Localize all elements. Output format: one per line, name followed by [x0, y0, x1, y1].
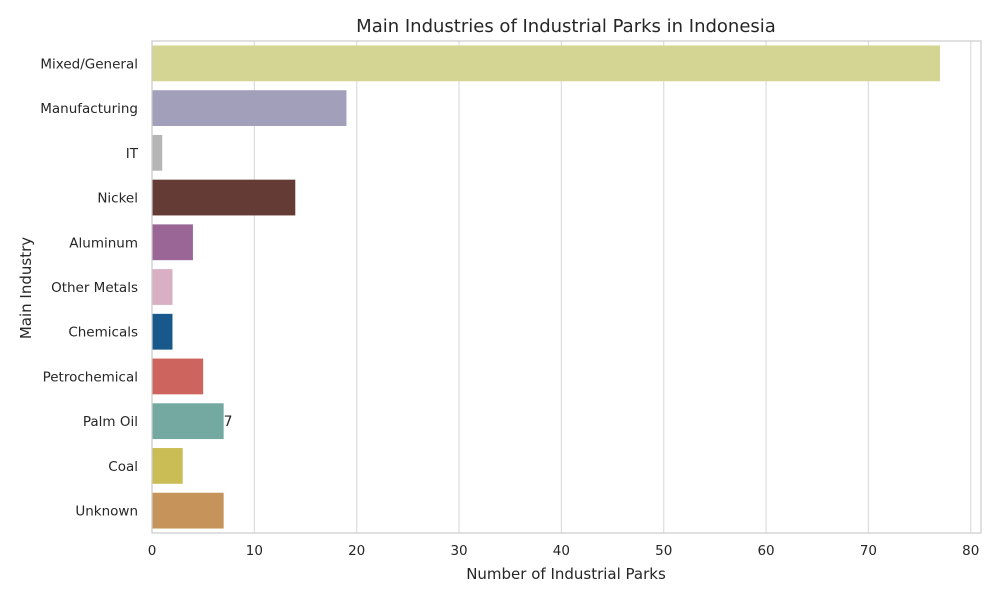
y-tick-label: Coal	[108, 459, 138, 475]
x-tick-label: 40	[553, 543, 570, 559]
x-tick-label: 30	[450, 543, 467, 559]
y-tick-label: Chemicals	[68, 325, 138, 341]
x-axis-label: Number of Industrial Parks	[466, 565, 666, 583]
y-tick-label: Manufacturing	[40, 101, 138, 117]
bar-petrochemical	[152, 358, 204, 395]
x-tick-labels: 0 10 20 30 40 50 60 70 80	[148, 543, 980, 559]
y-tick-labels: Mixed/General Manufacturing IT Nickel Alumin…	[40, 56, 139, 519]
data-labels: 7	[224, 414, 233, 430]
bar-palm-oil	[152, 403, 224, 440]
bar-mixed-general	[152, 45, 941, 82]
y-tick-label: Unknown	[75, 504, 138, 520]
y-tick-label: Palm Oil	[83, 414, 138, 430]
chart-title: Main Industries of Industrial Parks in I…	[356, 16, 776, 37]
x-tick-label: 80	[962, 543, 979, 559]
y-tick-label: Aluminum	[69, 235, 138, 251]
bar-chemicals	[152, 313, 173, 350]
x-tick-label: 60	[757, 543, 774, 559]
bar-it	[152, 134, 163, 171]
bar-manufacturing	[152, 90, 347, 126]
bars	[152, 45, 941, 529]
bar-aluminum	[152, 224, 193, 261]
y-axis-label: Main Industry	[17, 237, 35, 339]
bar-other-metals	[152, 269, 173, 305]
x-tick-label: 0	[148, 543, 157, 559]
y-tick-label: IT	[126, 146, 139, 162]
y-tick-label: Petrochemical	[43, 369, 138, 385]
x-tick-label: 50	[655, 543, 672, 559]
bar-nickel	[152, 179, 296, 216]
data-label: 7	[224, 414, 233, 430]
bar-unknown	[152, 492, 224, 529]
plot-frame	[151, 40, 982, 534]
x-tick-label: 10	[246, 543, 263, 559]
y-tick-label: Other Metals	[51, 280, 138, 296]
x-tick-label: 20	[348, 543, 365, 559]
y-tick-label: Nickel	[97, 191, 138, 207]
bar-coal	[152, 448, 183, 484]
y-tick-label: Mixed/General	[40, 56, 138, 72]
x-tick-label: 70	[860, 543, 877, 559]
